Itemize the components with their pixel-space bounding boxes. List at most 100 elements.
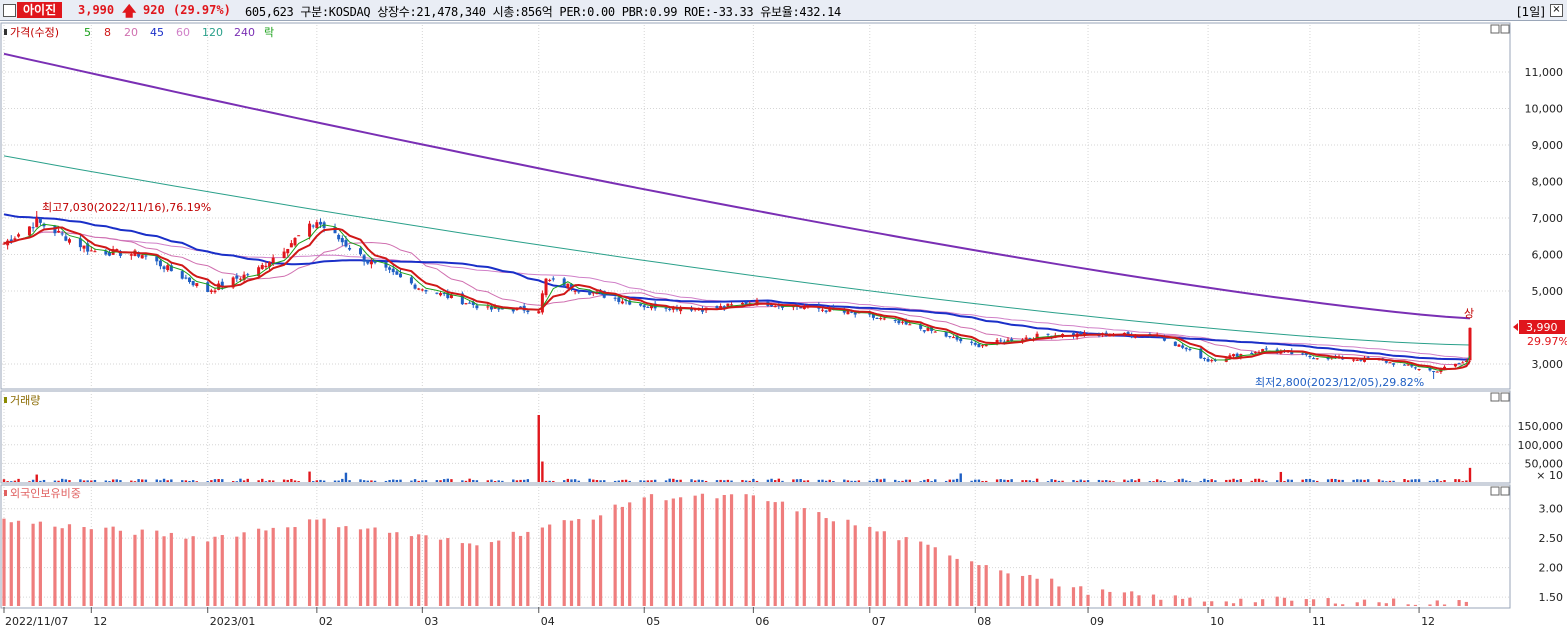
volume-bar: [1341, 479, 1344, 482]
legend-lock: 락: [264, 26, 274, 39]
foreign-bar: [1362, 599, 1367, 606]
stock-name[interactable]: 아이진: [17, 2, 63, 18]
volume-bar: [493, 481, 497, 482]
ma8-path: [3, 226, 1471, 371]
volume-bar: [1461, 481, 1464, 482]
volume-bar: [1225, 479, 1228, 482]
volume-bar: [675, 479, 679, 482]
candle-body: [293, 237, 297, 246]
volume-bar: [1330, 478, 1333, 482]
candle-body: [1413, 367, 1417, 369]
volume-bar: [1276, 480, 1279, 482]
period-selector[interactable]: [1일]: [1516, 5, 1545, 19]
candle-body: [617, 297, 621, 302]
foreign-bar: [577, 519, 581, 606]
volume-bar: [904, 479, 908, 482]
stock-chart[interactable]: 11,000 10,000 9,000 8,000 7,000 6,000 5,000 3,0…: [0, 21, 1567, 630]
volume-bar: [341, 478, 344, 482]
candle-body: [340, 238, 344, 243]
volume-bar: [1006, 479, 1010, 482]
volume-bar: [93, 479, 97, 482]
foreign-bar: [475, 545, 479, 606]
candle-body: [260, 265, 264, 269]
foreign-bar: [1028, 574, 1032, 606]
foreign-bar: [853, 525, 857, 606]
volume-bar: [1210, 479, 1213, 482]
candle-body: [1392, 363, 1396, 365]
volume-bar: [1050, 479, 1053, 482]
candle-body: [439, 293, 443, 296]
candle-body: [238, 278, 242, 280]
candle-body: [679, 308, 683, 312]
volume-bar: [617, 480, 620, 482]
foreign-bar: [140, 529, 144, 606]
volume-bar: [424, 480, 428, 482]
foreign-bar: [118, 530, 123, 606]
candle-body: [489, 306, 493, 310]
volume-label: 거래량: [10, 394, 40, 407]
volume-bar: [1439, 481, 1443, 482]
candle-body: [842, 309, 846, 313]
foreign-bar: [1377, 602, 1381, 606]
foreign-bar: [1457, 600, 1461, 606]
volume-bar: [548, 480, 551, 482]
volume-bar: [952, 479, 955, 482]
candle-body: [209, 290, 213, 292]
volume-bar: [362, 480, 366, 482]
volume-bar: [526, 479, 530, 482]
candle-body: [526, 310, 530, 312]
foreign-bar: [184, 538, 188, 606]
foreign-bar: [162, 536, 166, 606]
current-price: 3,990: [78, 3, 115, 17]
foreign-bar: [526, 531, 530, 606]
volume-bar: [959, 473, 962, 482]
volume-bar: [217, 479, 220, 482]
volume-bar: [166, 480, 169, 482]
volume-bar: [1301, 479, 1304, 482]
volume-bar: [773, 480, 777, 482]
candle-body: [690, 308, 694, 311]
volume-bar: [1337, 479, 1341, 482]
panel-buttons[interactable]: [1490, 24, 1510, 496]
candle-body: [1250, 353, 1254, 355]
foreign-bar: [1224, 601, 1228, 606]
close-icon[interactable]: ×: [1550, 4, 1563, 17]
volume-bar: [1417, 479, 1421, 482]
volume-bar: [948, 479, 952, 482]
volume-bar: [181, 480, 184, 482]
candle-body: [995, 340, 999, 344]
high-note: 최고7,030(2022/11/16),76.19%: [42, 201, 211, 214]
volume-bar: [672, 478, 675, 482]
foreign-bar: [1079, 586, 1083, 606]
volume-bar: [31, 479, 35, 482]
candles: [2, 211, 1472, 379]
candle-body: [1082, 332, 1086, 335]
volume-bar: [28, 481, 31, 482]
volume-unit-label: × 10: [1536, 469, 1563, 482]
volume-bar: [806, 480, 810, 482]
foreign-bar: [358, 529, 363, 606]
volume-bar: [86, 480, 89, 482]
candle-body: [384, 261, 388, 268]
price-tick-label: 8,000: [1532, 176, 1564, 189]
candle-body: [1312, 358, 1316, 360]
candle-body: [420, 289, 424, 291]
foreign-bar: [613, 504, 617, 606]
volume-bar: [319, 479, 322, 482]
volume-bar: [577, 480, 580, 482]
foreign-bar: [569, 520, 574, 606]
foreign-bar: [169, 532, 173, 606]
volume-bar: [1021, 480, 1024, 482]
volume-bar: [930, 481, 933, 482]
volume-bar: [322, 480, 326, 482]
candle-body: [973, 342, 977, 345]
last-pct-label: 29.97%: [1527, 335, 1567, 348]
volume-bar: [1177, 479, 1181, 482]
volume-bar: [435, 480, 439, 482]
foreign-bar: [933, 547, 937, 606]
select-checkbox[interactable]: [3, 4, 16, 17]
candle-body: [344, 240, 348, 247]
candle-body: [875, 317, 879, 319]
volume-bar: [290, 478, 293, 482]
candle-body: [220, 281, 224, 287]
